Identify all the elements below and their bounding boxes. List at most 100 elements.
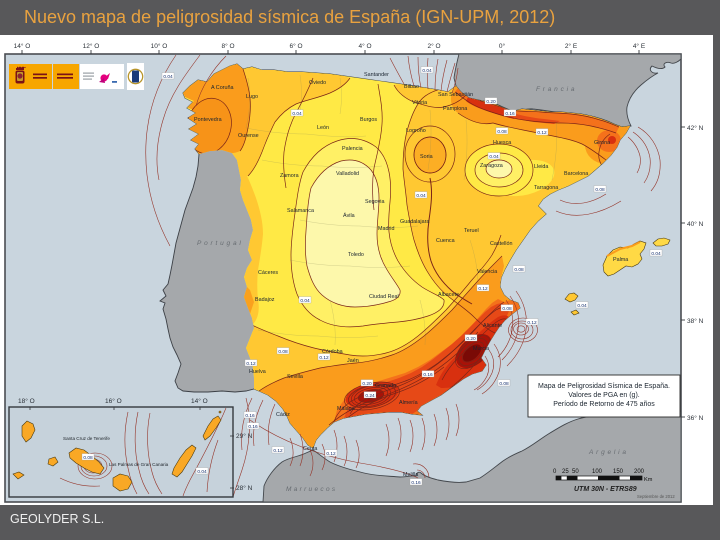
svg-text:Palencia: Palencia	[342, 146, 363, 152]
svg-text:Almería: Almería	[399, 400, 418, 406]
svg-text:Granada: Granada	[375, 383, 396, 389]
svg-text:0.04: 0.04	[489, 154, 499, 160]
svg-text:0.08: 0.08	[278, 349, 288, 355]
svg-text:0.04: 0.04	[300, 298, 310, 304]
svg-text:Santa Cruz de Tenerife: Santa Cruz de Tenerife	[63, 436, 110, 441]
svg-text:0.16: 0.16	[411, 480, 421, 486]
svg-text:Período de Retorno de 475 años: Período de Retorno de 475 años	[553, 401, 655, 408]
svg-text:14° O: 14° O	[14, 42, 31, 50]
svg-text:0.16: 0.16	[248, 424, 258, 430]
svg-text:Valladolid: Valladolid	[336, 171, 359, 177]
svg-text:0.04: 0.04	[292, 111, 302, 117]
svg-text:100: 100	[592, 469, 603, 475]
svg-text:0.12: 0.12	[537, 130, 547, 136]
svg-text:0.16: 0.16	[423, 372, 433, 378]
svg-text:0.08: 0.08	[502, 306, 512, 312]
svg-text:Córdoba: Córdoba	[322, 349, 343, 355]
svg-text:Madrid: Madrid	[378, 226, 394, 232]
svg-text:0.08: 0.08	[497, 129, 507, 135]
svg-text:0.08: 0.08	[595, 187, 605, 193]
svg-text:Mapa de Peligrosidad Sísmica d: Mapa de Peligrosidad Sísmica de España.	[538, 383, 670, 390]
svg-text:Cádiz: Cádiz	[276, 412, 290, 418]
svg-text:0.04: 0.04	[163, 74, 173, 80]
svg-text:0.12: 0.12	[527, 320, 537, 326]
svg-text:Logroño: Logroño	[406, 128, 426, 134]
svg-text:0.12: 0.12	[319, 355, 329, 361]
svg-text:0.04: 0.04	[422, 68, 432, 74]
svg-text:León: León	[317, 125, 329, 131]
svg-text:Pontevedra: Pontevedra	[194, 117, 222, 123]
svg-text:Albacete: Albacete	[438, 292, 459, 298]
svg-text:Zaragoza: Zaragoza	[480, 163, 503, 169]
svg-text:Alicante: Alicante	[483, 323, 502, 329]
svg-text:0.20: 0.20	[466, 336, 476, 342]
svg-text:Portugal: Portugal	[197, 240, 244, 247]
svg-text:Vitoria: Vitoria	[412, 100, 427, 106]
svg-text:Pamplona: Pamplona	[443, 106, 467, 112]
svg-text:Cáceres: Cáceres	[258, 270, 278, 276]
svg-text:2° E: 2° E	[565, 42, 578, 50]
svg-text:Ciudad Real: Ciudad Real	[369, 294, 399, 300]
svg-text:Málaga: Málaga	[337, 406, 355, 412]
svg-text:0: 0	[553, 469, 557, 475]
svg-text:0.12: 0.12	[273, 448, 283, 454]
svg-text:Cuenca: Cuenca	[436, 238, 455, 244]
svg-text:0.20: 0.20	[486, 99, 496, 105]
svg-text:Melilla: Melilla	[403, 472, 418, 478]
svg-text:Teruel: Teruel	[464, 228, 479, 234]
svg-text:Huesca: Huesca	[493, 140, 511, 146]
svg-text:0.04: 0.04	[197, 469, 207, 475]
svg-text:0.12: 0.12	[478, 286, 488, 292]
svg-text:Sevilla: Sevilla	[287, 374, 303, 380]
svg-text:Ávila: Ávila	[343, 212, 355, 219]
svg-text:6° O: 6° O	[289, 42, 302, 50]
svg-text:0.08: 0.08	[499, 381, 509, 387]
svg-text:18° O: 18° O	[18, 397, 35, 405]
svg-text:Zamora: Zamora	[280, 173, 299, 179]
svg-text:16° O: 16° O	[105, 397, 122, 405]
svg-text:0.08: 0.08	[514, 267, 524, 273]
svg-text:Septiembre de 2012: Septiembre de 2012	[637, 494, 675, 499]
svg-text:Santander: Santander	[364, 72, 389, 78]
svg-text:Huelva: Huelva	[249, 369, 266, 375]
svg-text:Girona: Girona	[594, 140, 610, 146]
svg-text:Castellón: Castellón	[490, 241, 512, 247]
svg-text:Lleida: Lleida	[534, 164, 548, 170]
svg-text:0.12: 0.12	[246, 361, 256, 367]
svg-text:Lugo: Lugo	[246, 94, 258, 100]
svg-text:Toledo: Toledo	[348, 252, 364, 258]
svg-text:UTM 30N - ETRS89: UTM 30N - ETRS89	[574, 486, 637, 493]
svg-text:10° O: 10° O	[151, 42, 168, 50]
svg-text:Ourense: Ourense	[238, 133, 259, 139]
svg-text:San Sebastián: San Sebastián	[438, 92, 473, 98]
svg-text:4° O: 4° O	[358, 42, 371, 50]
svg-text:0.16: 0.16	[505, 111, 515, 117]
svg-text:0.20: 0.20	[362, 381, 372, 387]
svg-text:Soria: Soria	[420, 154, 433, 160]
svg-text:12° O: 12° O	[83, 42, 100, 50]
svg-text:Argelia: Argelia	[588, 449, 629, 456]
svg-text:42° N: 42° N	[687, 124, 704, 132]
svg-text:Burgos: Burgos	[360, 117, 377, 123]
svg-text:Francia: Francia	[536, 86, 577, 93]
svg-text:8° O: 8° O	[221, 42, 234, 50]
svg-text:Valencia: Valencia	[477, 269, 497, 275]
svg-text:Marruecos: Marruecos	[286, 486, 337, 493]
svg-text:0.08: 0.08	[83, 455, 93, 461]
svg-text:Segovia: Segovia	[365, 199, 384, 205]
svg-text:Palma: Palma	[613, 257, 628, 263]
svg-text:0.24: 0.24	[365, 393, 375, 399]
svg-text:Valores de PGA en (g).: Valores de PGA en (g).	[568, 392, 640, 399]
svg-text:Guadalajara: Guadalajara	[400, 219, 429, 225]
svg-text:200: 200	[634, 469, 645, 475]
svg-text:0.04: 0.04	[651, 251, 661, 257]
svg-text:Badajoz: Badajoz	[255, 297, 275, 303]
svg-text:Murcia: Murcia	[473, 346, 489, 352]
svg-text:Bilbao: Bilbao	[404, 84, 419, 90]
svg-text:0.04: 0.04	[416, 193, 426, 199]
svg-text:40° N: 40° N	[687, 220, 704, 228]
svg-text:Las Palmas de Gran Canaria: Las Palmas de Gran Canaria	[109, 462, 169, 467]
svg-text:50: 50	[572, 469, 579, 475]
svg-text:38° N: 38° N	[687, 317, 704, 325]
svg-text:Oviedo: Oviedo	[309, 80, 326, 86]
